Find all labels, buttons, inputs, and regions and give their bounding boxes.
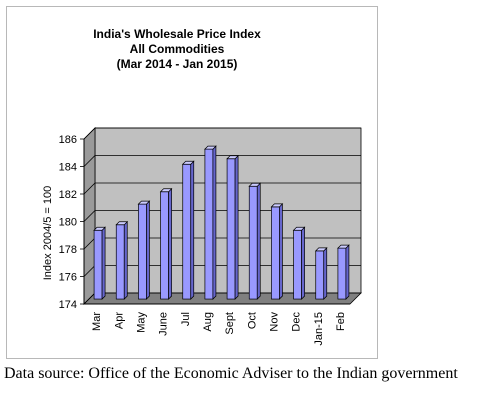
chart-title: India's Wholesale Price Index All Commod… [93,27,261,71]
x-tick-label: May [135,312,147,333]
bar-front [248,185,258,300]
x-tick-label: Jul [180,312,192,326]
bar-side [168,187,172,300]
bar-front [138,203,147,300]
bar [137,200,151,300]
data-source-caption: Data source: Office of the Economic Advi… [4,365,458,382]
bar [226,154,239,300]
bar-front [115,224,125,300]
chart-title-line-3: (Mar 2014 - Jan 2015) [117,57,238,71]
bar-top [292,226,306,231]
bar [314,247,328,300]
bar-top [270,203,284,208]
x-tick-label: June [158,312,170,336]
bar-side [323,247,328,300]
bar-top [181,160,195,165]
x-tick-label: Jan-15 [313,312,325,346]
bar-side [279,203,283,300]
bar-side [256,182,261,300]
bar [181,160,195,300]
bar-top [93,226,106,231]
bar-side [301,226,305,300]
x-tick-label: Dec [291,312,303,332]
x-tick-label: Nov [268,312,280,332]
bar [248,182,262,300]
x-tick-label: Aug [202,312,214,332]
chart-title-line-1: India's Wholesale Price Index [93,27,261,41]
y-tick-label: 176 [59,272,77,284]
wpi-bar-chart: India's Wholesale Price Index All Commod… [42,27,362,346]
gridline [83,127,361,140]
bar-front [226,158,236,300]
x-tick-label: Feb [335,312,347,331]
bar-front [271,206,280,300]
bar-front [293,229,302,300]
y-tick-label: 180 [59,217,77,229]
y-tick-label: 184 [59,162,77,174]
x-tick-label: Sept [224,312,236,335]
bar-front [93,229,103,300]
bar [115,220,129,300]
y-tick-label: 182 [59,189,77,201]
y-tick-labels: 174 176 178 180 182 184 186 [59,134,84,311]
bar [204,145,217,300]
bar-top [115,221,129,226]
y-axis-title: Index 2004/5 = 100 [42,186,54,281]
bar-top [159,188,173,193]
bar [159,187,173,300]
x-tick-labels: Mar Apr May June Jul Aug Sept Oct Nov Dec Jan-15 Fe… [91,312,347,346]
bar-side [212,145,217,300]
bar-top [248,182,262,187]
bar-front [182,163,192,300]
x-tick-label: Apr [113,312,125,329]
bar-top [226,155,239,160]
bar-front [204,148,214,300]
gridline [83,182,361,195]
bar [292,226,306,300]
bar-front [315,250,325,300]
bar [93,226,106,300]
chart-frame: India's Wholesale Price Index All Commod… [6,6,378,359]
bar [337,244,350,300]
bar-side [234,154,239,300]
bars [93,145,350,300]
bar-side [101,226,106,300]
y-tick-label: 186 [59,134,77,146]
y-tick-label: 178 [59,244,77,256]
x-tick-label: Mar [91,312,103,331]
bar-front [160,191,169,300]
gridline [83,155,361,167]
y-tick-label: 174 [59,299,77,311]
bar-top [314,247,328,252]
bar-front [337,247,347,300]
bar [270,203,284,300]
bar-side [345,244,350,300]
bar-top [137,200,151,205]
bar-side [146,200,150,300]
bar-side [190,160,195,300]
bar-side [123,220,128,300]
bar-top [337,244,350,249]
bar-top [204,145,217,150]
chart-title-line-2: All Commodities [130,42,225,56]
x-tick-label: Oct [246,312,258,329]
